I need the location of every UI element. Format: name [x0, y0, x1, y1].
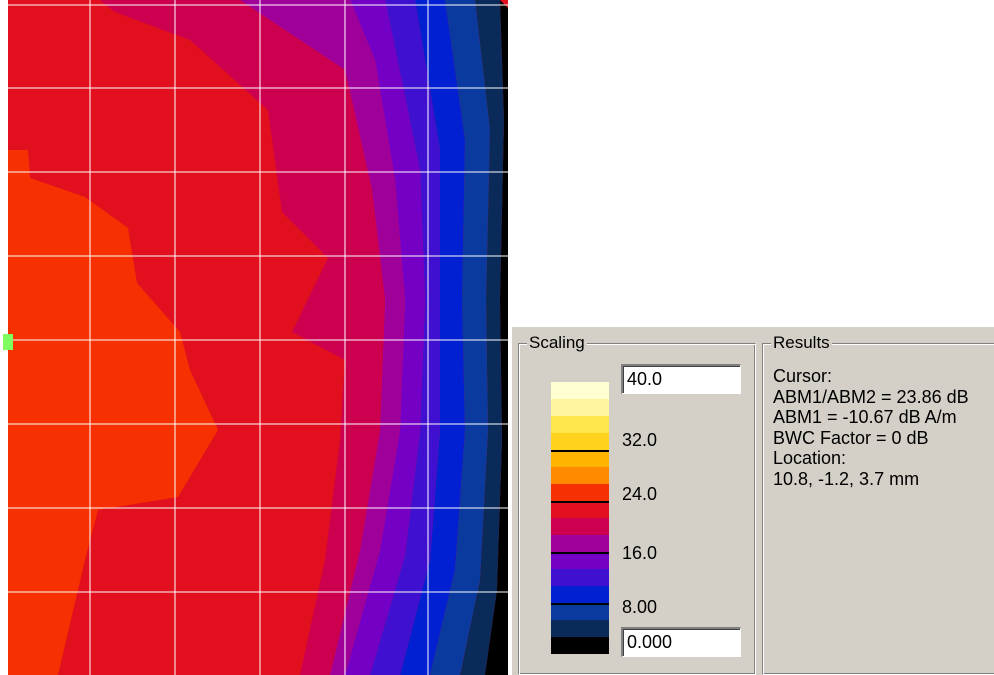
contour-map[interactable] — [0, 0, 516, 675]
color-swatch — [551, 433, 609, 450]
tick-line-16 — [551, 552, 609, 554]
results-abm1: ABM1 = -10.67 dB A/m — [773, 407, 957, 427]
contour-region-blue — [400, 0, 465, 675]
field-distribution-plot[interactable] — [0, 0, 516, 675]
color-swatch — [551, 586, 609, 603]
info-panels: Scaling 40.0 32.0 24.0 16.0 8.00 0.000 R… — [512, 327, 994, 675]
color-swatch — [551, 518, 609, 535]
contour-region-violet — [345, 0, 425, 675]
contour-region-orange — [8, 150, 218, 675]
scale-label-16: 16.0 — [622, 543, 658, 563]
tick-line-24 — [551, 501, 609, 503]
color-swatch — [551, 569, 609, 586]
tick-line-8 — [551, 603, 609, 605]
results-group: Results Cursor: ABM1/ABM2 = 23.86 dB ABM… — [762, 333, 994, 675]
scale-label-8: 8.00 — [622, 597, 658, 617]
max-value-input[interactable]: 40.0 — [621, 364, 741, 394]
color-swatch — [551, 382, 609, 399]
contour-region-darknavy — [460, 0, 504, 675]
scale-label-24: 24.0 — [622, 484, 658, 504]
results-bwc-factor: BWC Factor = 0 dB — [773, 427, 929, 448]
results-title: Results — [771, 333, 832, 353]
color-swatch — [551, 467, 609, 484]
color-swatch — [551, 535, 609, 552]
color-swatch — [551, 637, 609, 654]
tick-line-32 — [551, 450, 609, 452]
results-location-label: Location: — [773, 448, 847, 468]
color-swatch — [551, 416, 609, 433]
results-abm-ratio: ABM1/ABM2 = 23.86 dB — [773, 386, 969, 407]
color-scale-bar — [551, 382, 609, 654]
color-swatch — [551, 501, 609, 518]
results-location-value: 10.8, -1.2, 3.7 mm — [773, 468, 920, 489]
color-swatch — [551, 603, 609, 620]
min-value-input[interactable]: 0.000 — [621, 627, 741, 657]
color-swatch — [551, 552, 609, 569]
contour-region-indigo — [370, 0, 440, 675]
color-swatch — [551, 450, 609, 467]
contour-region-black — [485, 0, 508, 675]
color-swatch — [551, 484, 609, 501]
contour-region-navy — [430, 0, 490, 675]
plot-grid — [89, 0, 429, 675]
scaling-title: Scaling — [527, 333, 587, 353]
scaling-group: Scaling 40.0 32.0 24.0 16.0 8.00 0.000 — [518, 333, 756, 675]
scale-label-32: 32.0 — [622, 430, 658, 450]
results-cursor-label: Cursor: — [773, 366, 833, 386]
color-swatch — [551, 399, 609, 416]
color-swatch — [551, 620, 609, 637]
results-text: Cursor: ABM1/ABM2 = 23.86 dB ABM1 = -10.… — [773, 366, 969, 489]
contour-region-magenta — [100, 0, 385, 675]
cursor-marker[interactable] — [3, 334, 13, 350]
